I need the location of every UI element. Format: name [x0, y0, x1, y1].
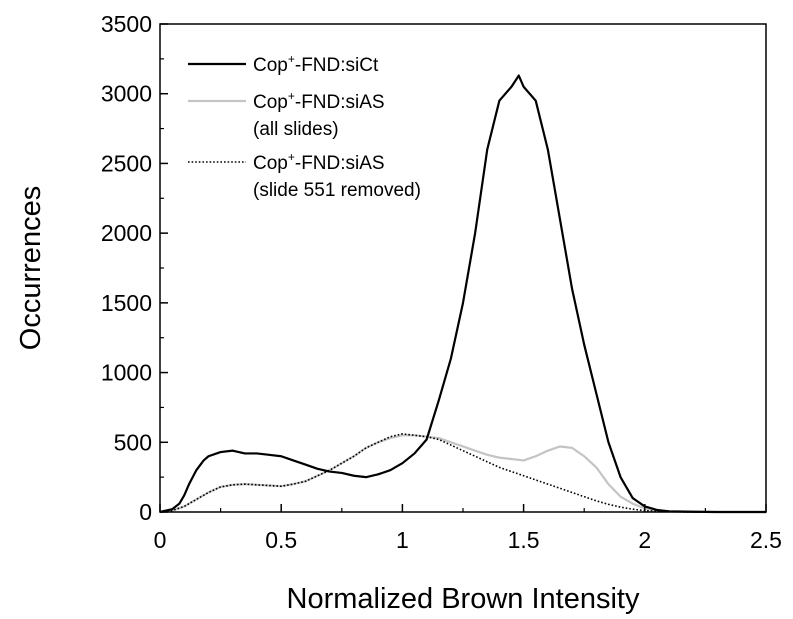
- series-layer: [159, 74, 766, 514]
- y-tick-label: 0: [139, 499, 152, 525]
- legend: Cop+-FND:siCt Cop+-FND:siAS (all slides) Co…: [188, 52, 421, 201]
- legend-label: Cop+-FND:siCt: [253, 52, 379, 76]
- y-tick-label: 2000: [101, 220, 152, 246]
- y-tick-label: 3500: [101, 11, 152, 37]
- y-tick-label: 3000: [101, 81, 152, 107]
- legend-label-line2: (all slides): [253, 119, 339, 140]
- x-tick-label: 2: [638, 527, 651, 553]
- y-tick-label: 1000: [101, 360, 152, 386]
- series-line-2: [159, 434, 766, 514]
- series-line-1: [159, 74, 766, 514]
- y-axis-title: Occurrences: [15, 186, 47, 350]
- y-tick-label: 2500: [101, 150, 152, 176]
- x-tick-label: 0: [154, 527, 167, 553]
- plot-frame: [159, 23, 767, 513]
- y-axis: 0 500 1000 1500 2000 2500 3000 3500: [101, 11, 168, 525]
- legend-label: Cop+-FND:siAS: [253, 89, 385, 113]
- legend-label-line2: (slide 551 removed): [253, 180, 421, 201]
- plot-area: [159, 23, 767, 514]
- x-tick-label: 0.5: [265, 527, 297, 553]
- x-tick-label: 1: [396, 527, 409, 553]
- x-tick-label: 1.5: [508, 527, 540, 553]
- x-axis-title: Normalized Brown Intensity: [287, 583, 640, 615]
- y-tick-label: 1500: [101, 290, 152, 316]
- x-tick-label: 2.5: [750, 527, 782, 553]
- legend-label: Cop+-FND:siAS: [253, 150, 385, 174]
- x-axis: 0 0.5 1 1.5 2 2.5: [154, 504, 782, 553]
- y-tick-label: 500: [114, 429, 152, 455]
